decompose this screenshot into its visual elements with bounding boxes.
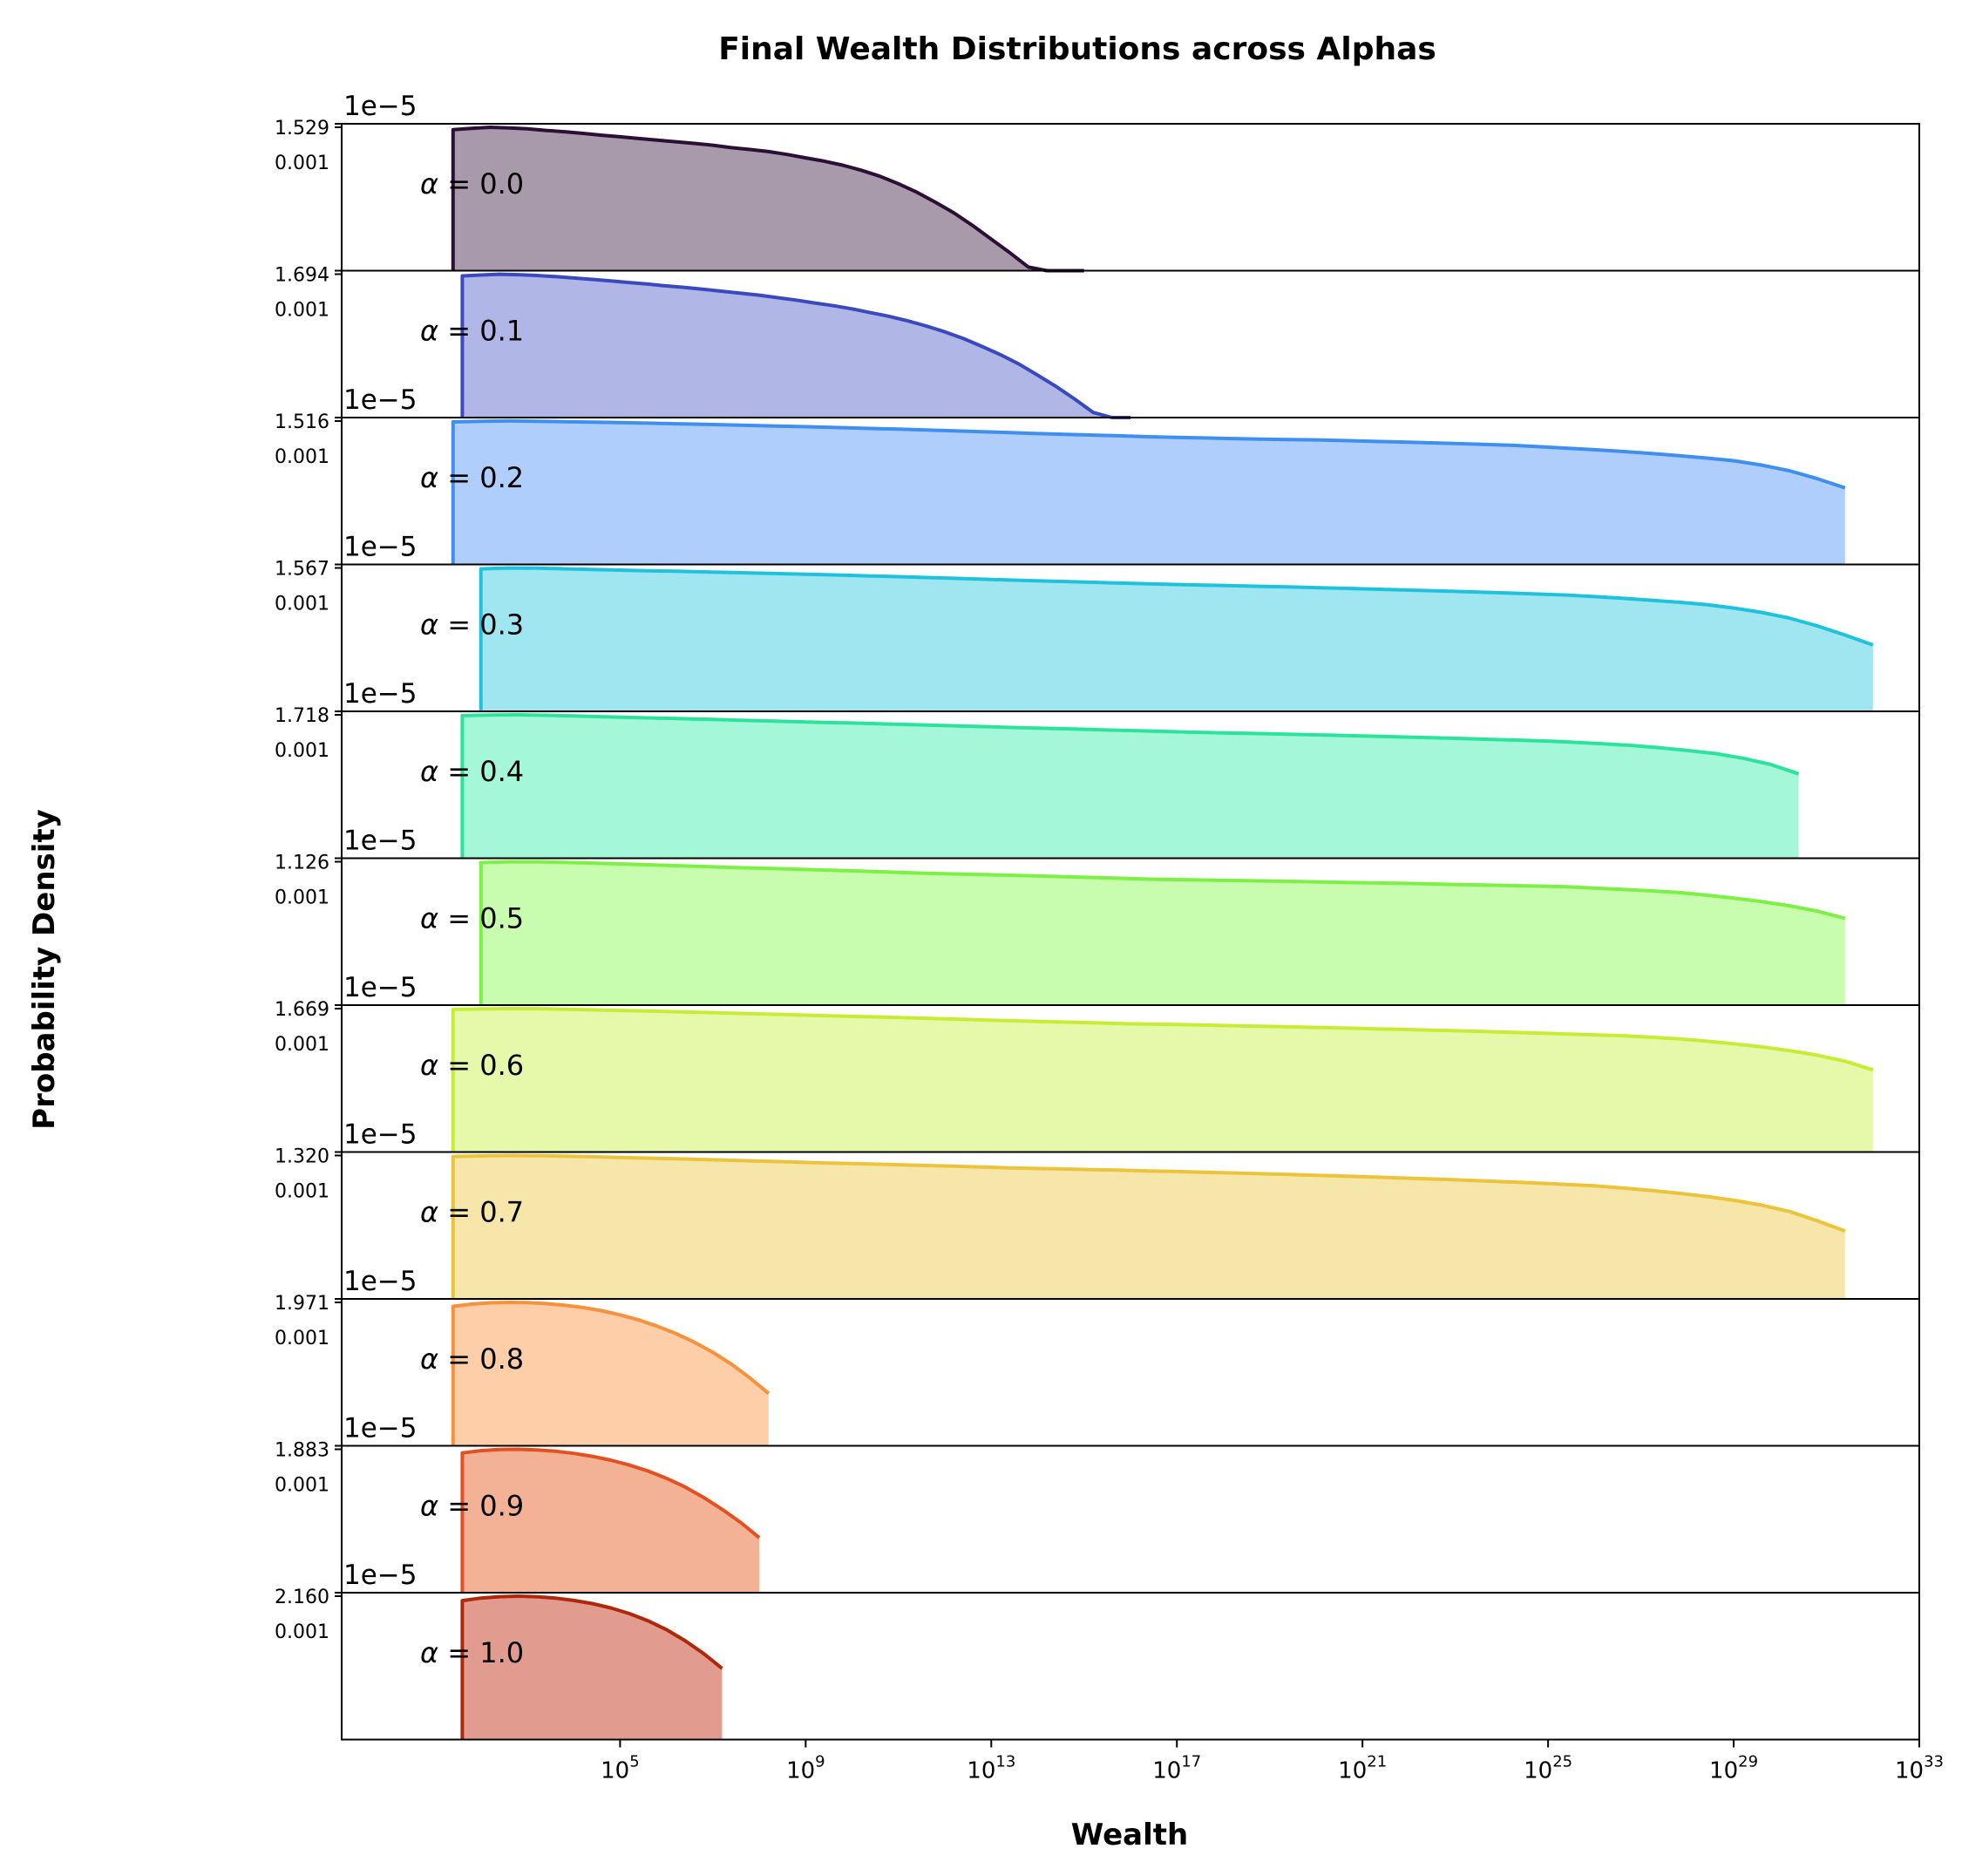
ridge-area [462,1596,723,1740]
ytick-label-top: 1.516 [275,411,329,433]
ridge-area [452,1009,1873,1152]
ridge-area [462,715,1799,859]
offset-label: 1e−5 [343,1266,418,1297]
panels: 1.529 0.001 1e−5 α = 0.0 1.694 0.001 1e−5 α = 0… [275,91,1920,1741]
ridge-line [460,1594,723,1740]
offset-label: 1e−5 [343,532,418,563]
panel-1: 1.694 0.001 1e−5 α = 0.1 [275,265,1920,419]
offset-label: 1e−5 [343,972,418,1003]
panel-3: 1.567 0.001 1e−5 α = 0.3 [275,559,1920,712]
ytick-label-top: 1.669 [275,999,329,1021]
xtick-label: 1025 [1524,1753,1572,1784]
xtick-label: 109 [786,1753,825,1784]
ytick-label-top: 1.126 [275,853,329,874]
xtick-label: 105 [601,1753,640,1784]
xtick-label: 1021 [1338,1753,1387,1784]
series-label: α = 1.0 [420,1636,524,1669]
ridge-line [460,1447,761,1593]
ytick-label-top: 1.718 [275,705,329,727]
ytick-label-top: 1.694 [275,265,329,287]
panel-7: 1.320 0.001 1e−5 α = 0.7 [275,1146,1920,1300]
series-label: α = 0.6 [420,1049,524,1082]
xtick-label: 1033 [1895,1753,1944,1784]
ytick-label-mid: 0.001 [275,1328,329,1349]
ridge-area [480,861,1845,1005]
ridge-area [452,127,1084,271]
ridge-line [479,566,1874,711]
series-label: α = 0.1 [420,315,524,348]
panel-5: 1.126 0.001 1e−5 α = 0.5 [275,853,1920,1006]
ridge-line [451,1007,1874,1152]
series-label: α = 0.4 [420,755,524,788]
offset-label: 1e−5 [343,1560,418,1591]
xtick-label: 1017 [1152,1753,1201,1784]
ridge-area [452,1302,769,1446]
series-label: α = 0.3 [420,608,524,642]
ridge-line [460,713,1800,859]
ytick-label-mid: 0.001 [275,446,329,468]
offset-label: 1e−5 [343,1413,418,1444]
ridge-area [462,1449,760,1593]
ytick-label-top: 1.971 [275,1293,329,1315]
ridge-area [462,274,1130,418]
ridge-area [452,420,1845,565]
ytick-label-mid: 0.001 [275,594,329,615]
ytick-label-top: 1.320 [275,1146,329,1168]
ridge-line [451,418,1846,565]
ytick-label-mid: 0.001 [275,1034,329,1056]
xtick-label: 1013 [967,1753,1015,1784]
offset-label: 1e−5 [343,384,418,416]
series-label: α = 0.5 [420,902,524,935]
ytick-label-top: 1.567 [275,559,329,581]
ytick-label-top: 1.529 [275,118,329,139]
panel-8: 1.971 0.001 1e−5 α = 0.8 [275,1293,1920,1447]
offset-label: 1e−5 [343,678,418,710]
ridge-line [451,1153,1846,1299]
panel-frame [341,1592,1920,1741]
ridge-area [480,568,1873,711]
ridge-line [479,860,1846,1005]
xtick-label: 1029 [1709,1753,1758,1784]
offset-label: 1e−5 [343,1119,418,1151]
series-label: α = 0.9 [420,1490,524,1523]
panel-4: 1.718 0.001 1e−5 α = 0.4 [275,705,1920,860]
x-axis-label: Wealth [1071,1818,1188,1852]
ridge-line [451,126,1084,273]
ridge-line [451,1301,771,1446]
series-label: α = 0.0 [420,167,524,201]
ytick-label-top: 1.883 [275,1440,329,1462]
offset-label: 1e−5 [343,826,418,857]
ytick-label-top: 2.160 [275,1587,329,1608]
ytick-label-mid: 0.001 [275,740,329,762]
ytick-label-mid: 0.001 [275,1475,329,1497]
panel-10: 2.160 0.001 α = 1.0 [275,1587,1920,1741]
ytick-label-mid: 0.001 [275,153,329,174]
series-label: α = 0.8 [420,1342,524,1376]
chart-title: Final Wealth Distributions across Alphas [718,31,1436,67]
offset-label: 1e−5 [343,91,418,122]
ridge-line [460,272,1130,419]
ytick-label-mid: 0.001 [275,1181,329,1203]
y-axis-label: Probability Density [27,809,62,1130]
ridge-area [452,1155,1845,1299]
panel-2: 1.516 0.001 1e−5 α = 0.2 [275,411,1920,566]
ytick-label-mid: 0.001 [275,887,329,909]
panel-6: 1.669 0.001 1e−5 α = 0.6 [275,999,1920,1153]
series-label: α = 0.2 [420,461,524,494]
panel-0: 1.529 0.001 1e−5 α = 0.0 [275,91,1920,273]
panel-9: 1.883 0.001 1e−5 α = 0.9 [275,1440,1920,1594]
ytick-label-mid: 0.001 [275,1621,329,1643]
series-label: α = 0.7 [420,1196,524,1229]
ytick-label-mid: 0.001 [275,300,329,322]
x-axis: 105 109 1013 1017 1021 1025 1029 1033 [601,1739,1944,1784]
